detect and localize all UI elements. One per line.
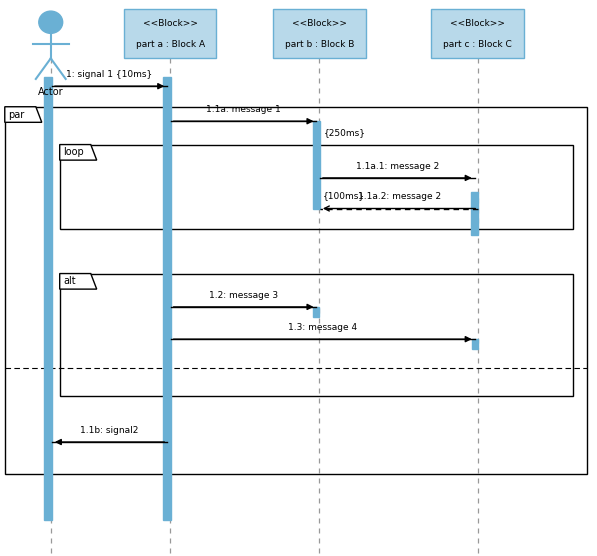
- Text: <<Block>>: <<Block>>: [450, 19, 505, 28]
- Text: <<Block>>: <<Block>>: [143, 19, 198, 28]
- Circle shape: [39, 11, 63, 33]
- Text: 1: signal 1 {10ms}: 1: signal 1 {10ms}: [66, 70, 153, 79]
- Bar: [471, 192, 479, 235]
- Text: part b : Block B: part b : Block B: [285, 40, 354, 49]
- Bar: [60, 274, 573, 396]
- Text: <<Block>>: <<Block>>: [292, 19, 347, 28]
- Bar: [44, 77, 51, 520]
- Bar: [431, 9, 524, 58]
- Polygon shape: [60, 145, 97, 160]
- Text: par: par: [8, 110, 24, 120]
- Polygon shape: [60, 274, 97, 289]
- Text: Actor: Actor: [38, 87, 63, 97]
- Bar: [472, 339, 478, 349]
- Text: 1.1b: signal2: 1.1b: signal2: [81, 426, 139, 435]
- Bar: [60, 145, 573, 229]
- Text: 1.1a.1: message 2: 1.1a.1: message 2: [356, 162, 439, 171]
- Text: part a : Block A: part a : Block A: [136, 40, 205, 49]
- Text: {250ms}: {250ms}: [324, 128, 366, 137]
- Text: 1.1a: message 1: 1.1a: message 1: [206, 105, 281, 114]
- Text: {100ms}: {100ms}: [323, 191, 365, 200]
- Bar: [313, 121, 321, 208]
- Bar: [273, 9, 365, 58]
- Polygon shape: [5, 107, 42, 122]
- Bar: [124, 9, 216, 58]
- Text: part c : Block C: part c : Block C: [443, 40, 512, 49]
- Text: 1.1a.2: message 2: 1.1a.2: message 2: [358, 192, 441, 201]
- Text: 1.2: message 3: 1.2: message 3: [209, 291, 278, 300]
- Text: alt: alt: [63, 276, 76, 286]
- Text: loop: loop: [63, 147, 84, 157]
- Bar: [164, 77, 171, 520]
- Bar: [5, 107, 587, 474]
- Text: 1.3: message 4: 1.3: message 4: [288, 323, 357, 332]
- Bar: [313, 307, 319, 317]
